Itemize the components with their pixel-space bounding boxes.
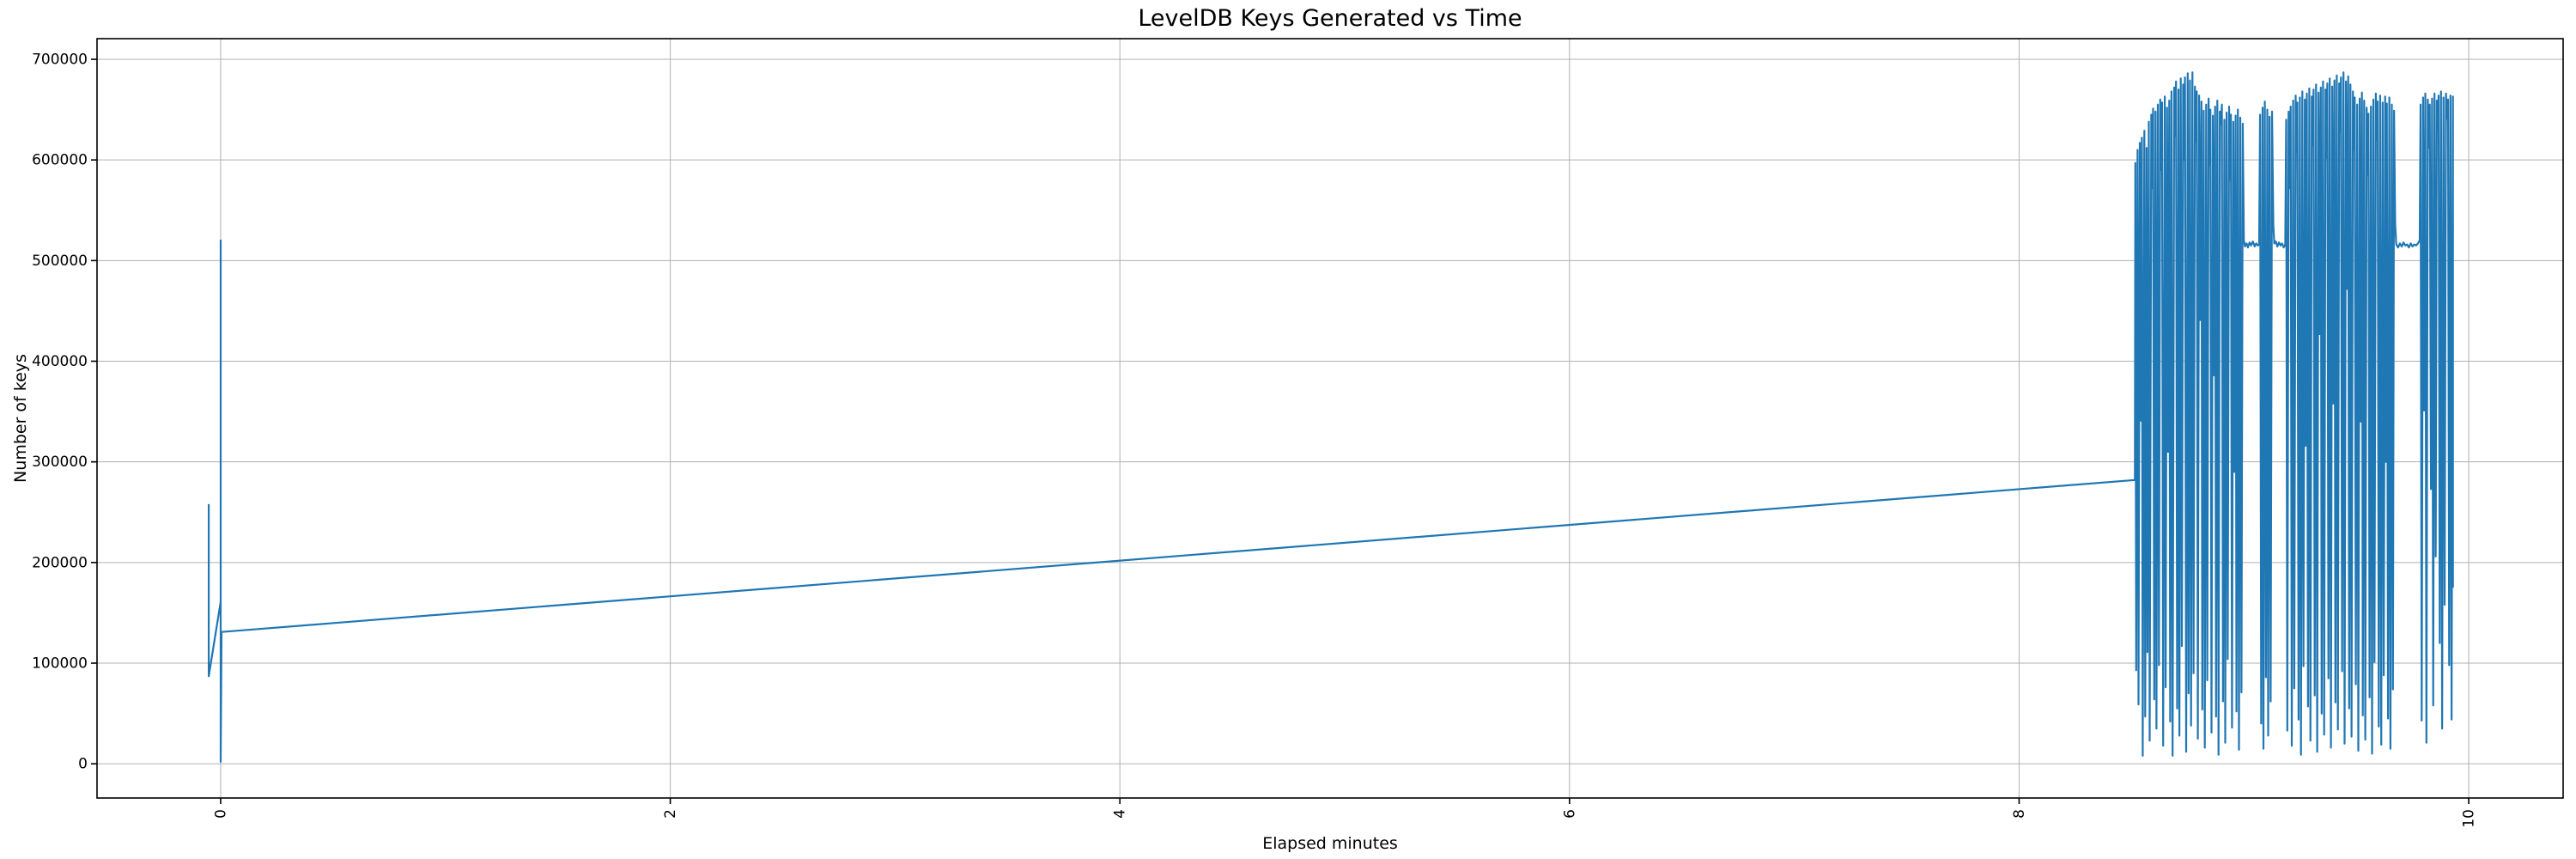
y-tick-label: 400000 xyxy=(32,353,88,370)
plot-area-border xyxy=(96,38,2564,799)
y-tick-label: 700000 xyxy=(32,51,88,68)
y-tick-label: 0 xyxy=(78,756,88,773)
y-tick-label: 300000 xyxy=(32,454,88,471)
x-tick-label: 6 xyxy=(1561,809,1578,819)
series-layer xyxy=(208,71,2454,763)
chart-title: LevelDB Keys Generated vs Time xyxy=(1138,5,1522,32)
y-tick-label: 100000 xyxy=(32,655,88,672)
x-tick-label: 10 xyxy=(2460,809,2477,828)
grid-layer xyxy=(97,39,2563,798)
series-line-keys xyxy=(208,71,2454,763)
y-tick-label: 500000 xyxy=(32,253,88,270)
x-tick-label: 0 xyxy=(212,809,229,819)
tick-layer xyxy=(91,58,2470,804)
tick-label-layer: 0 2 4 6 8 10 0 100000 200000 300000 400000 500000 60… xyxy=(32,51,2477,827)
x-tick-label: 4 xyxy=(1112,809,1129,819)
x-tick-label: 2 xyxy=(662,809,679,819)
y-tick-label: 600000 xyxy=(32,152,88,169)
x-axis-label: Elapsed minutes xyxy=(1262,834,1398,853)
x-tick-label: 8 xyxy=(2011,809,2028,819)
y-axis-label: Number of keys xyxy=(11,354,30,483)
y-tick-label: 200000 xyxy=(32,554,88,571)
